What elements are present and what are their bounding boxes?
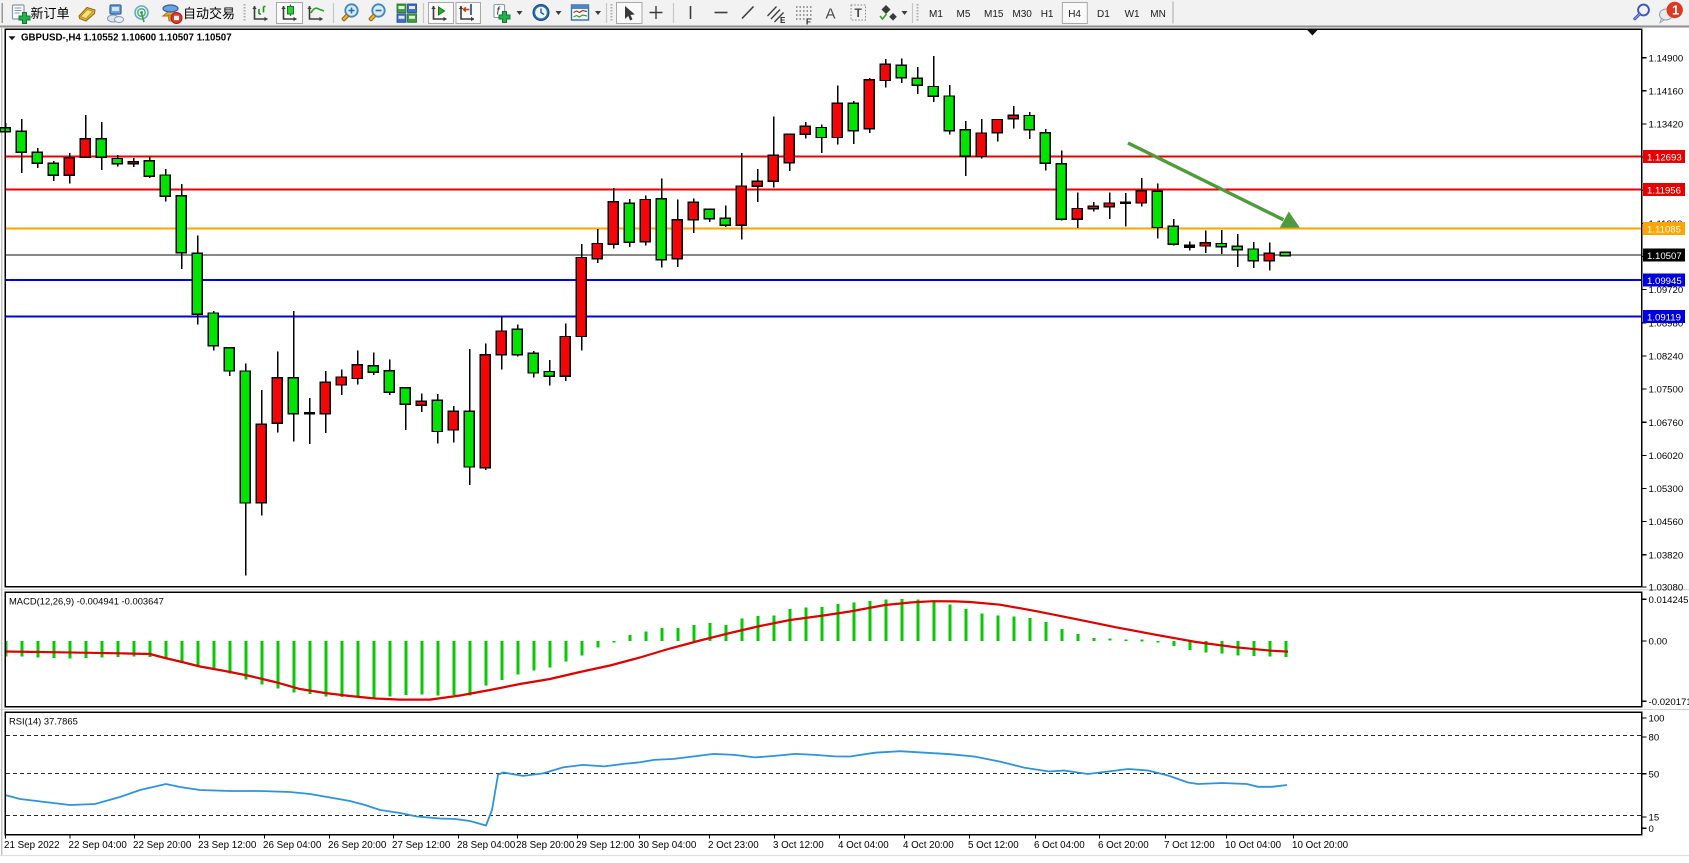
svg-text:E: E (780, 16, 786, 25)
svg-text:GBPUSD-,H4 1.10552 1.10600 1.: GBPUSD-,H4 1.10552 1.10600 1.10507 1.105… (21, 33, 232, 44)
svg-text:M5: M5 (957, 9, 971, 20)
svg-text:M15: M15 (984, 9, 1004, 20)
svg-text:H4: H4 (1068, 9, 1081, 20)
svg-text:1.10507: 1.10507 (1647, 251, 1682, 262)
svg-text:自动交易: 自动交易 (183, 6, 235, 21)
svg-text:1.09119: 1.09119 (1647, 312, 1681, 323)
svg-text:MACD(12,26,9) -0.004941 -0.003: MACD(12,26,9) -0.004941 -0.003647 (9, 596, 164, 607)
svg-text:5 Oct 12:00: 5 Oct 12:00 (968, 840, 1019, 851)
svg-text:10 Oct 04:00: 10 Oct 04:00 (1225, 840, 1282, 851)
svg-text:M1: M1 (929, 9, 943, 20)
svg-text:6 Oct 20:00: 6 Oct 20:00 (1098, 840, 1149, 851)
svg-text:F: F (806, 18, 811, 27)
svg-text:1: 1 (1672, 3, 1679, 18)
svg-text:1.03080: 1.03080 (1649, 583, 1684, 594)
svg-text:D1: D1 (1097, 9, 1110, 20)
svg-text:28 Sep 20:00: 28 Sep 20:00 (516, 840, 575, 851)
svg-text:7 Oct 12:00: 7 Oct 12:00 (1164, 840, 1215, 851)
svg-text:4 Oct 20:00: 4 Oct 20:00 (903, 840, 954, 851)
svg-text:MN: MN (1150, 9, 1166, 20)
svg-text:1.06760: 1.06760 (1649, 418, 1684, 429)
svg-text:22 Sep 04:00: 22 Sep 04:00 (69, 840, 128, 851)
svg-text:1.11956: 1.11956 (1647, 185, 1681, 196)
svg-text:26 Sep 04:00: 26 Sep 04:00 (263, 840, 322, 851)
svg-text:30 Sep 04:00: 30 Sep 04:00 (638, 840, 697, 851)
svg-text:22 Sep 20:00: 22 Sep 20:00 (133, 840, 192, 851)
svg-text:23 Sep 12:00: 23 Sep 12:00 (198, 840, 257, 851)
svg-text:1.07500: 1.07500 (1649, 385, 1684, 396)
svg-text:6 Oct 04:00: 6 Oct 04:00 (1034, 840, 1085, 851)
svg-text:21 Sep 2022: 21 Sep 2022 (4, 840, 60, 851)
svg-text:10 Oct 20:00: 10 Oct 20:00 (1292, 840, 1349, 851)
svg-text:15: 15 (1649, 813, 1660, 824)
svg-text:0: 0 (1649, 824, 1654, 835)
svg-text:T: T (855, 6, 863, 20)
svg-text:H1: H1 (1041, 9, 1054, 20)
svg-text:A: A (826, 6, 836, 23)
svg-text:28 Sep 04:00: 28 Sep 04:00 (457, 840, 516, 851)
svg-text:0.014245: 0.014245 (1649, 595, 1689, 606)
svg-text:新订单: 新订单 (31, 6, 70, 21)
svg-text:1.14160: 1.14160 (1649, 86, 1684, 97)
svg-text:3 Oct 12:00: 3 Oct 12:00 (773, 840, 824, 851)
svg-text:1.03820: 1.03820 (1649, 550, 1684, 561)
svg-text:1.06020: 1.06020 (1649, 451, 1684, 462)
svg-text:1.14900: 1.14900 (1649, 53, 1684, 64)
svg-text:W1: W1 (1125, 9, 1140, 20)
svg-text:1.09720: 1.09720 (1649, 285, 1684, 296)
svg-text:1.12693: 1.12693 (1647, 152, 1682, 163)
svg-text:1.13420: 1.13420 (1649, 120, 1684, 131)
svg-text:80: 80 (1649, 733, 1660, 744)
svg-text:RSI(14) 37.7865: RSI(14) 37.7865 (9, 716, 78, 727)
svg-text:0.00: 0.00 (1649, 637, 1668, 648)
svg-text:1.04560: 1.04560 (1649, 517, 1684, 528)
svg-text:1.05300: 1.05300 (1649, 484, 1684, 495)
svg-text:50: 50 (1649, 769, 1660, 780)
svg-text:27 Sep 12:00: 27 Sep 12:00 (392, 840, 451, 851)
svg-text:29 Sep 12:00: 29 Sep 12:00 (576, 840, 635, 851)
svg-text:26 Sep 20:00: 26 Sep 20:00 (328, 840, 387, 851)
svg-text:1.09945: 1.09945 (1647, 276, 1682, 287)
svg-text:4 Oct 04:00: 4 Oct 04:00 (838, 840, 889, 851)
svg-text:-0.020171: -0.020171 (1649, 697, 1689, 708)
svg-text:100: 100 (1649, 714, 1665, 725)
svg-text:M30: M30 (1012, 9, 1032, 20)
svg-text:2 Oct 23:00: 2 Oct 23:00 (708, 840, 759, 851)
svg-text:1.11085: 1.11085 (1647, 224, 1681, 235)
svg-text:1.08240: 1.08240 (1649, 352, 1684, 363)
